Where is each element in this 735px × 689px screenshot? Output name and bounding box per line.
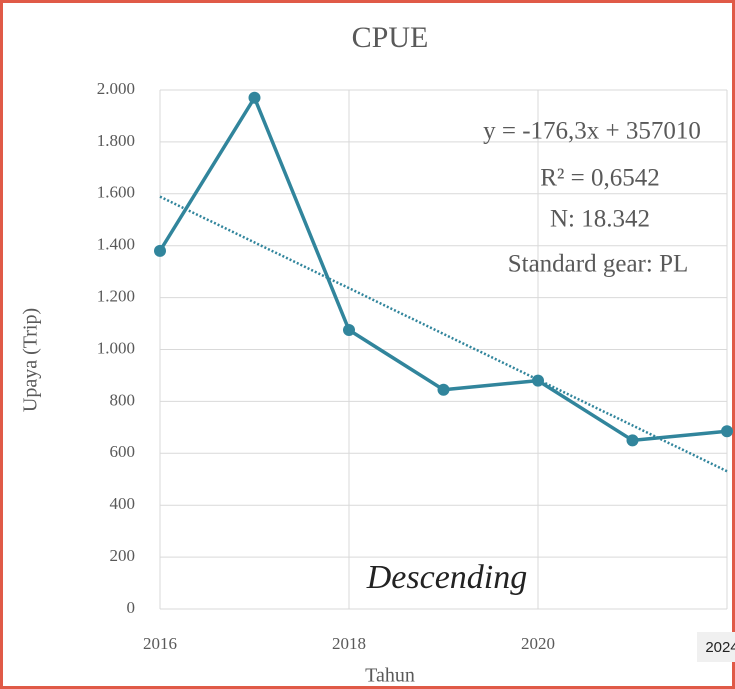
y-tick-label: 2.000 [97, 79, 135, 98]
y-tick-label: 400 [110, 494, 136, 513]
data-point [248, 91, 261, 104]
gear-label: Standard gear: PL [508, 251, 689, 278]
x-tick-label: 2020 [521, 634, 555, 653]
y-tick-label: 200 [110, 546, 136, 565]
data-point [721, 425, 733, 438]
y-tick-label: 1.600 [97, 183, 135, 202]
y-tick-label: 1.400 [97, 235, 135, 254]
x-tick-label: 2018 [332, 634, 366, 653]
descending-label: Descending [366, 559, 528, 596]
trendline [159, 195, 728, 473]
plot: 0 200 400 600 800 1.000 1.200 1.400 1.600 1.800 2.… [97, 79, 735, 662]
data-point [437, 383, 450, 396]
r-squared: R² = 0,6542 [540, 165, 660, 192]
y-tick-label: 0 [127, 598, 136, 617]
data-point [532, 374, 544, 387]
x-axis-label: Tahun [365, 665, 415, 687]
equation: y = -176,3x + 357010 [483, 118, 701, 145]
y-tick-label: 800 [110, 390, 136, 409]
x-tick-label: 2016 [143, 634, 177, 653]
y-axis-label: Upaya (Trip) [20, 308, 42, 412]
y-tick-label: 1.800 [97, 131, 135, 150]
x-tick-label: 2024 [705, 639, 735, 656]
n-label: N: 18.342 [550, 206, 650, 233]
tick-label-box [697, 632, 735, 662]
data-point [343, 324, 355, 337]
chart-title: CPUE [352, 21, 429, 54]
data-point [626, 434, 639, 447]
y-tick-label: 600 [110, 442, 136, 461]
y-tick-label: 1.000 [97, 338, 135, 357]
y-tick-label: 1.200 [97, 287, 135, 306]
data-point [154, 244, 166, 257]
